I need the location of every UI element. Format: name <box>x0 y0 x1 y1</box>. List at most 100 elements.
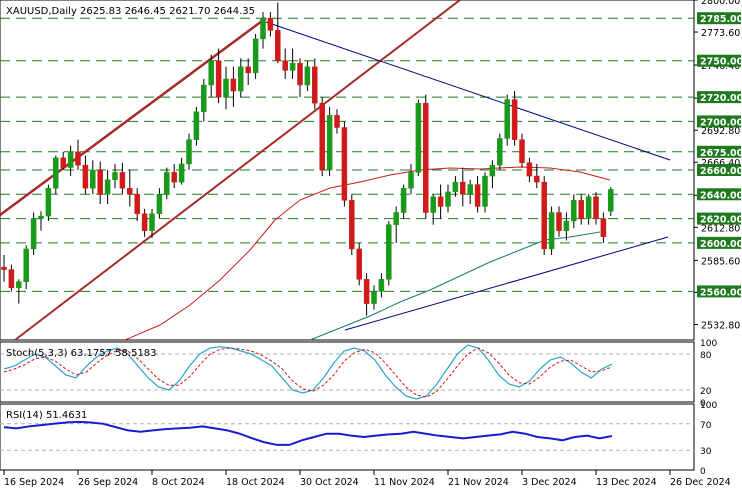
candle-body <box>38 215 44 219</box>
candle-body <box>593 196 599 219</box>
rsi-tick-label: 30 <box>700 447 712 457</box>
candle-body <box>482 175 488 207</box>
candle-body <box>474 184 481 207</box>
candle-body <box>60 157 66 168</box>
candle-body <box>67 151 74 168</box>
stoch-k-line <box>3 344 613 400</box>
candle-body <box>341 127 348 201</box>
candle-body <box>186 139 192 165</box>
chart-title: XAUUSD,Daily 2625.83 2646.45 2621.70 264… <box>6 6 255 17</box>
time-tick-label: 16 Sep 2024 <box>4 477 64 488</box>
candle-body <box>452 181 459 193</box>
level-label-box <box>697 145 741 158</box>
candle-body <box>23 248 29 282</box>
candle-body <box>563 220 570 231</box>
stochastic: 100 80 20 0 <box>0 339 717 409</box>
candle-body <box>238 66 244 92</box>
level-label: 2560.00 <box>700 287 742 298</box>
candle-body <box>245 66 251 74</box>
rsi-tick-label: 70 <box>700 421 712 431</box>
candle-body <box>275 30 281 61</box>
candle-body <box>378 279 385 292</box>
price-tick-label: 2800.00 <box>701 0 740 7</box>
rsi-tick-label: 100 <box>700 401 717 411</box>
level-label-box <box>697 188 741 201</box>
rsi-label: RSI(14) 51.4631 <box>6 410 87 421</box>
ascending-trendline <box>344 236 669 331</box>
candle-body <box>223 78 229 98</box>
candles <box>1 2 614 316</box>
stoch-tick-label: 20 <box>700 387 712 397</box>
price-tick-label: 2585.60 <box>701 256 740 267</box>
candle-body <box>97 169 103 195</box>
time-tick-label: 26 Sep 2024 <box>78 477 138 488</box>
level-label-box <box>697 285 741 298</box>
candle-body <box>400 187 407 213</box>
channel-lower-line <box>14 0 461 341</box>
candle-body <box>356 248 362 280</box>
candle-body <box>30 218 37 250</box>
candle-body <box>393 212 399 225</box>
candle-body <box>519 139 525 163</box>
candle-body <box>171 172 177 183</box>
stoch-label: Stoch(5,3,3) 63.1757 58.5183 <box>6 348 157 359</box>
candle-body <box>363 279 370 304</box>
price-tick-label: 2666.40 <box>701 158 740 169</box>
level-label: 2600.00 <box>700 239 742 250</box>
candle-body <box>489 164 496 177</box>
time-axis: 16 Sep 2024 26 Sep 2024 8 Oct 2024 18 Oct 2… <box>3 470 731 488</box>
candle-body <box>82 164 89 189</box>
level-label: 2785.00 <box>700 14 742 25</box>
level-label: 2620.00 <box>700 215 742 226</box>
rsi-tick-label: 0 <box>700 467 706 477</box>
time-tick-label: 8 Oct 2024 <box>152 477 205 488</box>
candle-body <box>208 60 214 86</box>
time-tick-label: 21 Nov 2024 <box>448 477 509 488</box>
candle-body <box>149 213 155 231</box>
level-labels: 2785.00 2750.00 2720.00 2700.00 2675.00 2660.… <box>697 12 742 298</box>
candle-body <box>304 66 311 86</box>
candle-body <box>423 102 429 213</box>
candle-body <box>408 172 414 189</box>
time-tick-label: 13 Dec 2024 <box>596 477 657 488</box>
candle-body <box>511 99 518 140</box>
stoch-pane <box>0 341 695 403</box>
candle-body <box>156 194 163 214</box>
channel-upper-line <box>0 16 267 217</box>
level-label-box <box>697 54 741 67</box>
candle-body <box>297 62 303 86</box>
candle-body <box>371 291 377 304</box>
time-tick-label: 11 Nov 2024 <box>374 477 435 488</box>
level-label-box <box>697 115 741 128</box>
candle-body <box>1 266 7 270</box>
stoch-tick-label: 80 <box>700 351 712 361</box>
level-label-box <box>697 164 741 176</box>
candle-body <box>526 162 533 177</box>
stoch-tick-label: 100 <box>700 339 717 349</box>
time-tick-label: 3 Dec 2024 <box>522 477 577 488</box>
horizontal-levels <box>0 17 694 292</box>
candle-body <box>8 269 15 289</box>
level-label-box <box>697 236 741 249</box>
candle-body <box>326 115 333 171</box>
candle-body <box>467 184 473 195</box>
candle-body <box>134 194 140 214</box>
price-tick-label: 2612.80 <box>701 223 740 234</box>
price-tick-label: 2532.80 <box>701 320 740 331</box>
candle-body <box>386 224 392 280</box>
candle-body <box>260 17 266 40</box>
chart-overlays <box>0 0 671 341</box>
descending-trendline <box>265 21 671 161</box>
candle-body <box>415 102 422 173</box>
candle-body <box>556 212 562 231</box>
time-tick-label: 18 Oct 2024 <box>226 477 285 488</box>
level-label: 2675.00 <box>700 148 742 159</box>
candle-body <box>289 62 296 71</box>
candle-body <box>164 172 170 195</box>
candle-body <box>141 213 148 231</box>
candle-body <box>430 196 436 213</box>
candle-body <box>127 187 133 195</box>
candle-body <box>230 78 237 92</box>
level-label-box <box>697 12 741 25</box>
